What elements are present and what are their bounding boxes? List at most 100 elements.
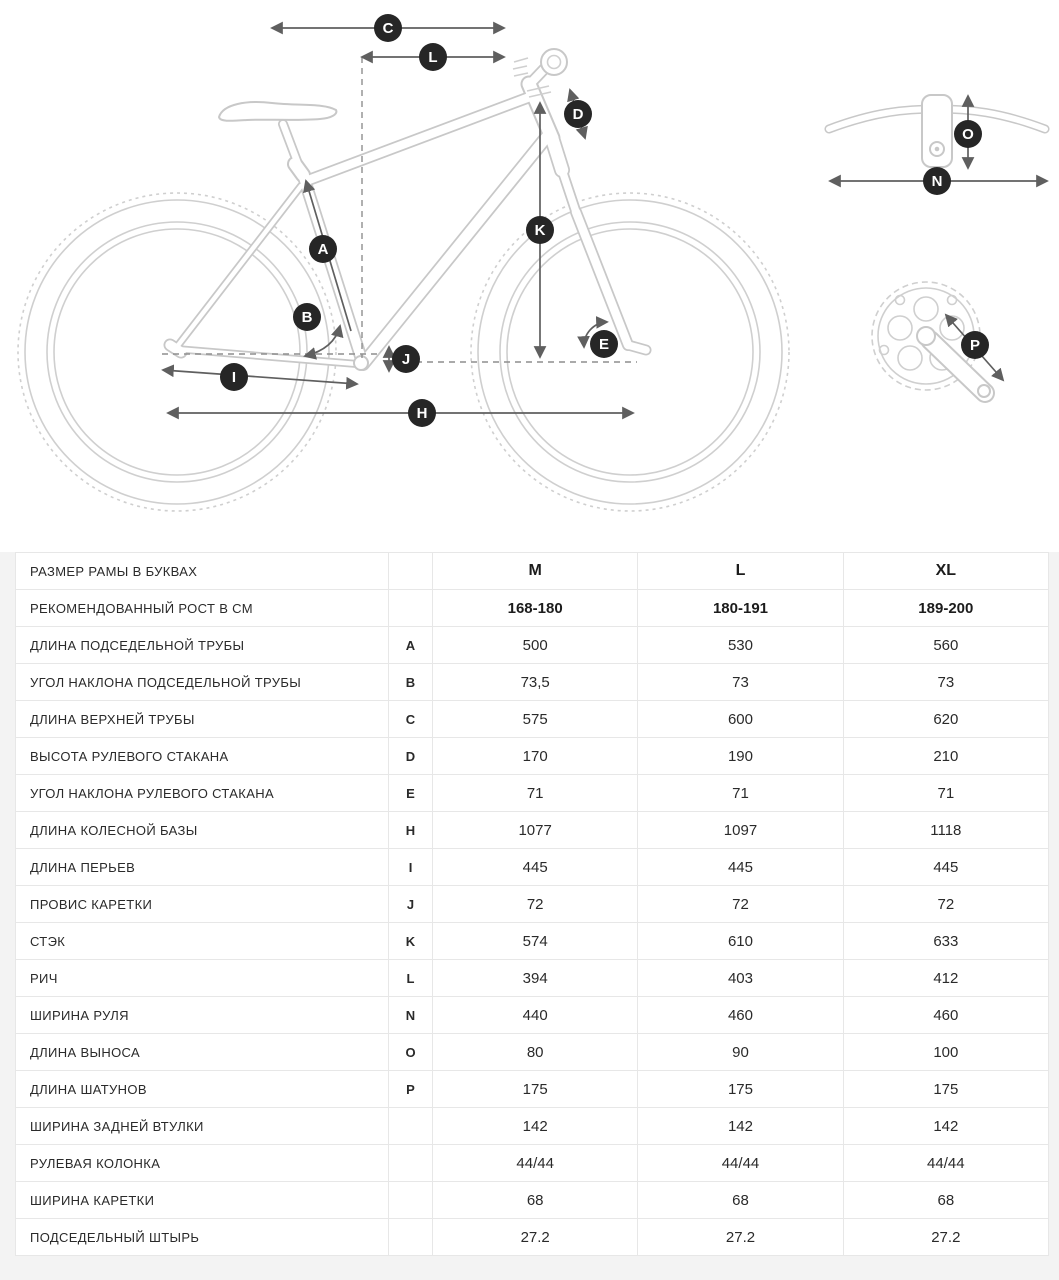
spec-letter: D (388, 737, 433, 775)
spec-value: 142 (637, 1107, 844, 1145)
front-wheel (470, 192, 790, 512)
spec-label: ДЛИНА ШАТУНОВ (15, 1070, 389, 1108)
table-row: ШИРИНА ЗАДНЕЙ ВТУЛКИ 142 142 142 (15, 1107, 1050, 1145)
spec-value: L (637, 552, 844, 590)
spec-label: ПОДСЕДЕЛЬНЫЙ ШТЫРЬ (15, 1218, 389, 1256)
dim-marker-i: I (220, 363, 248, 391)
handlebar-front-view (824, 94, 1050, 168)
geometry-svg: C L A B D E H I J K N O P (17, 14, 1050, 512)
dim-marker-j: J (392, 345, 420, 373)
dim-marker-n: N (923, 167, 951, 195)
spec-value: 71 (842, 774, 1050, 812)
spec-value: 170 (431, 737, 639, 775)
dim-marker-a: A (309, 235, 337, 263)
dim-marker-c: C (374, 14, 402, 42)
spec-label: ДЛИНА ВЕРХНЕЙ ТРУБЫ (15, 700, 389, 738)
spec-value: 175 (637, 1070, 844, 1108)
spec-value: 142 (431, 1107, 639, 1145)
dim-arc-b (303, 324, 344, 360)
spec-value: 394 (431, 959, 639, 997)
spec-value: 445 (637, 848, 844, 886)
spec-letter (388, 1218, 433, 1256)
dim-marker-h: H (408, 399, 436, 427)
table-row: ШИРИНА КАРЕТКИ 68 68 68 (15, 1181, 1050, 1219)
table-row: ДЛИНА КОЛЕСНОЙ БАЗЫ H 1077 1097 1118 (15, 811, 1050, 849)
dim-marker-l: L (419, 43, 447, 71)
spec-table-section: РАЗМЕР РАМЫ В БУКВАХ M L XL РЕКОМЕНДОВАН… (0, 552, 1059, 1280)
spec-label: ДЛИНА ВЫНОСА (15, 1033, 389, 1071)
spec-value: M (431, 552, 639, 590)
spec-value: 440 (431, 996, 639, 1034)
spec-value: 72 (842, 885, 1050, 923)
spec-value: 574 (431, 922, 639, 960)
table-row: ДЛИНА ПЕРЬЕВ I 445 445 445 (15, 848, 1050, 886)
dim-arc-e (577, 316, 609, 349)
spec-value: 445 (842, 848, 1050, 886)
spec-label: РУЛЕВАЯ КОЛОНКА (15, 1144, 389, 1182)
svg-text:P: P (970, 337, 980, 354)
spec-value: 27.2 (842, 1218, 1050, 1256)
bottom-bracket (353, 355, 369, 371)
spec-value: 189-200 (842, 589, 1050, 627)
spec-value: 633 (842, 922, 1050, 960)
spec-value: 27.2 (637, 1218, 844, 1256)
table-row: УГОЛ НАКЛОНА ПОДСЕДЕЛЬНОЙ ТРУБЫ B 73,5 7… (15, 663, 1050, 701)
handlebar-grip-end (540, 48, 568, 76)
dim-marker-b: B (293, 303, 321, 331)
spec-label: ВЫСОТА РУЛЕВОГО СТАКАНА (15, 737, 389, 775)
spec-value: 610 (637, 922, 844, 960)
frame-fill (165, 59, 650, 370)
spec-label: РАЗМЕР РАМЫ В БУКВАХ (15, 552, 389, 590)
table-row: ВЫСОТА РУЛЕВОГО СТАКАНА D 170 190 210 (15, 737, 1050, 775)
spec-label: ШИРИНА КАРЕТКИ (15, 1181, 389, 1219)
spec-label: УГОЛ НАКЛОНА ПОДСЕДЕЛЬНОЙ ТРУБЫ (15, 663, 389, 701)
spec-letter: C (388, 700, 433, 738)
spec-label: ШИРИНА РУЛЯ (15, 996, 389, 1034)
spec-value: 100 (842, 1033, 1050, 1071)
spec-letter: P (388, 1070, 433, 1108)
spec-letter (388, 589, 433, 627)
spec-value: 460 (842, 996, 1050, 1034)
dim-marker-p: P (961, 331, 989, 359)
brake-lever-detail (512, 57, 552, 98)
table-row: ДЛИНА ВЕРХНЕЙ ТРУБЫ C 575 600 620 (15, 700, 1050, 738)
spec-value: 210 (842, 737, 1050, 775)
spec-value: 460 (637, 996, 844, 1034)
spec-value: 1097 (637, 811, 844, 849)
spec-label: СТЭК (15, 922, 389, 960)
spec-value: 68 (842, 1181, 1050, 1219)
saddle (217, 101, 338, 122)
spec-letter: I (388, 848, 433, 886)
spec-table-body: РАЗМЕР РАМЫ В БУКВАХ M L XL РЕКОМЕНДОВАН… (15, 552, 1050, 1256)
spec-letter: A (388, 626, 433, 664)
spec-value: 71 (637, 774, 844, 812)
spec-value: 44/44 (637, 1144, 844, 1182)
dim-marker-d: D (564, 100, 592, 128)
spec-value: 190 (637, 737, 844, 775)
svg-text:D: D (573, 106, 584, 123)
spec-letter: H (388, 811, 433, 849)
spec-letter (388, 1181, 433, 1219)
spec-letter (388, 1144, 433, 1182)
table-row: ДЛИНА ПОДСЕДЕЛЬНОЙ ТРУБЫ A 500 530 560 (15, 626, 1050, 664)
spec-value: 1077 (431, 811, 639, 849)
svg-text:E: E (599, 336, 609, 353)
spec-value: 80 (431, 1033, 639, 1071)
svg-text:H: H (417, 405, 428, 422)
svg-text:O: O (962, 126, 974, 143)
spec-value: 68 (431, 1181, 639, 1219)
spec-label: ДЛИНА ПОДСЕДЕЛЬНОЙ ТРУБЫ (15, 626, 389, 664)
dim-arrow-i (161, 364, 359, 390)
svg-text:L: L (428, 49, 437, 66)
spec-letter: O (388, 1033, 433, 1071)
spec-value: 73 (637, 663, 844, 701)
spec-letter: K (388, 922, 433, 960)
svg-text:A: A (318, 241, 329, 258)
geometry-spec-table: РАЗМЕР РАМЫ В БУКВАХ M L XL РЕКОМЕНДОВАН… (15, 552, 1050, 1256)
spec-label: ШИРИНА ЗАДНЕЙ ВТУЛКИ (15, 1107, 389, 1145)
table-row: СТЭК K 574 610 633 (15, 922, 1050, 960)
bike-geometry-diagram: C L A B D E H I J K N O P (0, 0, 1059, 552)
spec-value: 175 (431, 1070, 639, 1108)
spec-value: 73 (842, 663, 1050, 701)
table-row: ПРОВИС КАРЕТКИ J 72 72 72 (15, 885, 1050, 923)
